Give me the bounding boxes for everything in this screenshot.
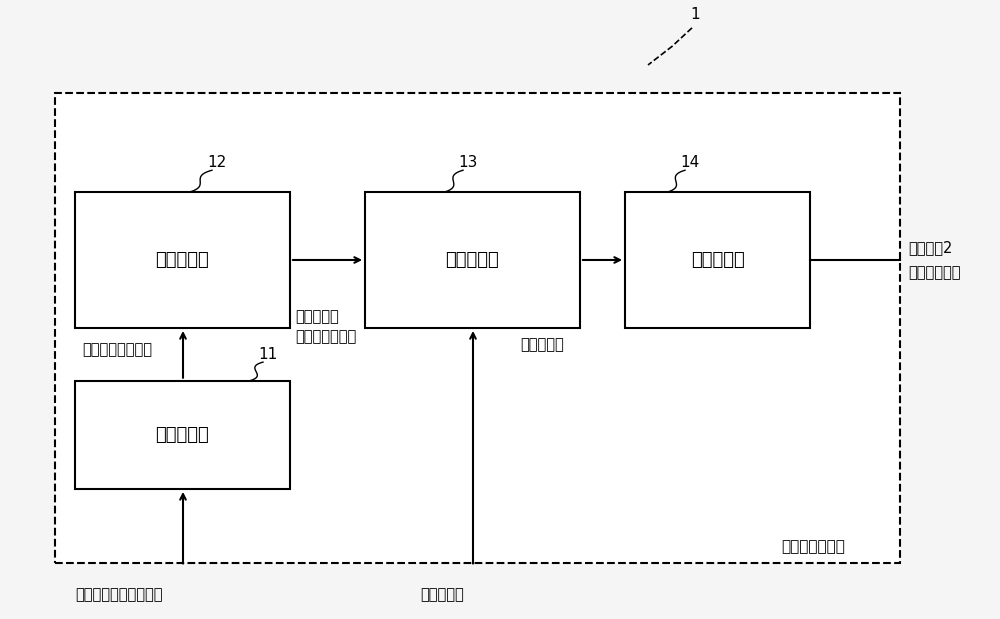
Bar [75, 381, 290, 489]
Text: 至电动机2: 至电动机2 [908, 240, 952, 255]
Text: 电动机的旋转速度: 电动机的旋转速度 [82, 342, 152, 357]
Bar [55, 93, 900, 563]
Text: 电动机的校正旋转位置: 电动机的校正旋转位置 [75, 587, 162, 602]
Text: 电压指令值: 电压指令值 [520, 337, 564, 352]
Text: 14: 14 [680, 155, 699, 170]
Text: 电流控制部: 电流控制部 [446, 251, 499, 269]
Text: （转矩指令值）: （转矩指令值） [295, 329, 356, 344]
Text: 电动机电流: 电动机电流 [420, 587, 464, 602]
Text: 速度控制部: 速度控制部 [156, 251, 209, 269]
Text: 电力变换器: 电力变换器 [691, 251, 744, 269]
Text: 电机施加电压: 电机施加电压 [908, 265, 960, 280]
Text: 13: 13 [458, 155, 477, 170]
Bar [75, 192, 290, 328]
Text: 11: 11 [258, 347, 277, 362]
Text: 12: 12 [207, 155, 226, 170]
Text: 速度运算部: 速度运算部 [156, 426, 209, 444]
Bar [625, 192, 810, 328]
Bar [365, 192, 580, 328]
Text: 电流指令值: 电流指令值 [295, 310, 339, 324]
Text: 1: 1 [690, 7, 700, 22]
Text: 电动机控制装置: 电动机控制装置 [781, 539, 845, 554]
